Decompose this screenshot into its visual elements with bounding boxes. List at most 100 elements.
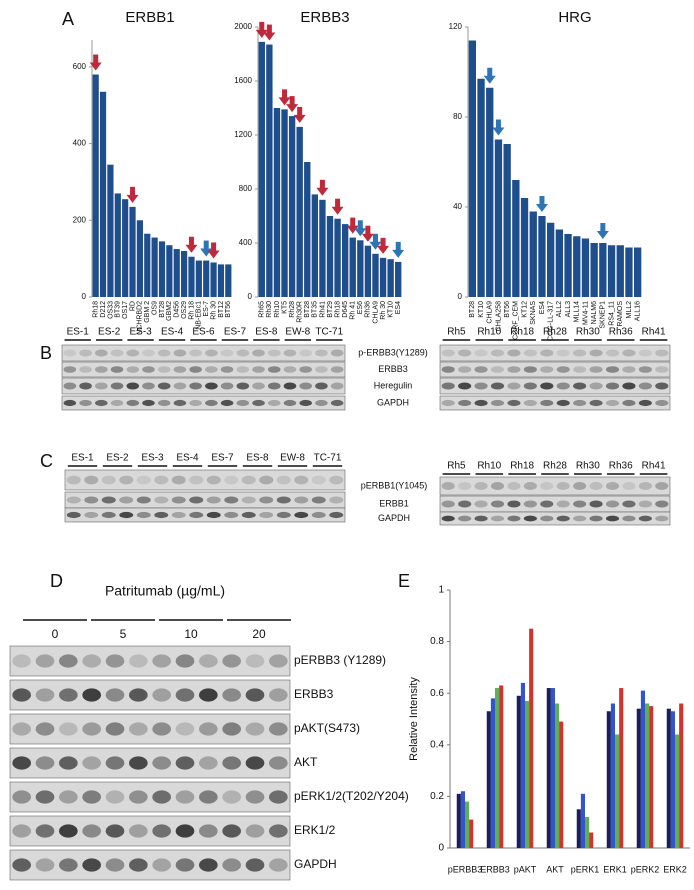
lane-label: Rh18 xyxy=(510,461,534,472)
lane-label: ES-3 xyxy=(129,327,152,338)
bar xyxy=(564,234,572,297)
blot-band xyxy=(173,366,187,373)
bar xyxy=(633,247,642,297)
blot-band xyxy=(152,824,172,838)
panel-label: D xyxy=(50,571,63,591)
blot-band xyxy=(101,496,116,504)
arrow-head xyxy=(185,244,198,253)
y-tick-label: 0.2 xyxy=(430,791,444,802)
bar xyxy=(311,194,319,297)
blot-band xyxy=(523,349,537,357)
blot-band xyxy=(129,722,148,736)
arrow-head xyxy=(126,194,139,203)
blot-band xyxy=(540,382,554,390)
blot-band xyxy=(330,399,344,407)
x-tick-label: Rh10 xyxy=(274,301,281,318)
panel-label: A xyxy=(62,9,74,29)
blot-band xyxy=(206,511,221,519)
blot-band xyxy=(622,382,636,390)
x-tick-label: pERBB3 xyxy=(448,864,483,874)
arrow-head xyxy=(286,104,299,113)
arrow-head xyxy=(293,114,306,123)
x-tick-label: ES6 xyxy=(357,301,364,314)
blot-band xyxy=(189,382,202,390)
blot-band xyxy=(173,399,187,407)
blot-strip xyxy=(9,713,291,745)
blot-band xyxy=(330,382,344,390)
arrow-head xyxy=(596,231,609,239)
arrow-shaft xyxy=(259,21,265,31)
blot-band xyxy=(152,688,172,702)
blot-strip xyxy=(61,395,346,411)
blot-band xyxy=(59,858,78,872)
blot-band xyxy=(12,654,32,668)
blot-band xyxy=(276,511,291,519)
blot-band xyxy=(222,756,242,770)
blot-band xyxy=(311,496,326,504)
bar xyxy=(490,698,495,848)
blot-band xyxy=(157,366,171,373)
y-tick-label: 1 xyxy=(438,585,444,596)
blot-band xyxy=(441,482,455,490)
blot-band xyxy=(315,349,328,357)
x-tick-label: OS29 xyxy=(181,301,188,319)
blot-band xyxy=(329,475,344,485)
bar xyxy=(460,791,465,848)
bar xyxy=(136,220,143,297)
y-tick-label: 0.8 xyxy=(430,636,444,647)
x-tick-label: ERK1 xyxy=(603,864,627,874)
x-tick-label: ES4 xyxy=(395,301,402,314)
blot-band xyxy=(222,858,242,872)
x-tick-label: KT5 xyxy=(281,301,288,314)
bar xyxy=(516,695,521,848)
bar xyxy=(512,180,520,297)
blot-band xyxy=(199,654,218,668)
blot-band xyxy=(224,496,239,504)
blot-band xyxy=(129,824,148,838)
blot-band xyxy=(589,515,603,522)
blot-band xyxy=(605,349,620,357)
dose-label: 5 xyxy=(120,627,127,641)
bar xyxy=(129,206,136,297)
blot-band xyxy=(241,511,256,519)
blot-band xyxy=(523,515,537,522)
arrow-shaft xyxy=(266,24,272,34)
x-tick-label: BT39 xyxy=(115,301,122,318)
blot-band xyxy=(638,366,652,373)
bar xyxy=(372,253,379,297)
lane-label: ES-3 xyxy=(141,453,164,464)
blot-band xyxy=(35,722,55,736)
lane-label: EW-8 xyxy=(280,453,305,464)
blot-band xyxy=(490,399,505,407)
blot-band xyxy=(276,496,291,504)
blot-band xyxy=(84,511,99,519)
bar xyxy=(607,245,616,297)
blot-band xyxy=(152,756,172,770)
blot-band xyxy=(245,722,265,736)
bar xyxy=(225,264,232,297)
arrow-shaft xyxy=(289,96,295,106)
lane-label: ES-7 xyxy=(211,453,234,464)
blot-band xyxy=(95,349,108,357)
x-tick-label: CHLA9 xyxy=(487,301,494,324)
arrow-shaft xyxy=(93,54,99,64)
arrow-shaft xyxy=(600,223,606,232)
bar xyxy=(144,233,151,297)
blot-band xyxy=(283,399,297,407)
x-tick-label: COG-LL-317 xyxy=(547,301,554,341)
blot-band xyxy=(157,399,171,407)
blot-band xyxy=(129,654,148,668)
blot-band xyxy=(171,511,186,519)
blot-band xyxy=(205,399,218,407)
blot-band xyxy=(59,790,78,804)
blot-band xyxy=(63,399,77,407)
bar xyxy=(173,249,180,297)
blot-band xyxy=(311,475,326,485)
blot-band xyxy=(589,399,603,407)
x-tick-label: SKNAS xyxy=(530,301,537,325)
bar xyxy=(576,809,581,848)
blot-band xyxy=(175,654,195,668)
y-tick-label: 800 xyxy=(239,184,253,193)
blot-band xyxy=(205,366,218,373)
